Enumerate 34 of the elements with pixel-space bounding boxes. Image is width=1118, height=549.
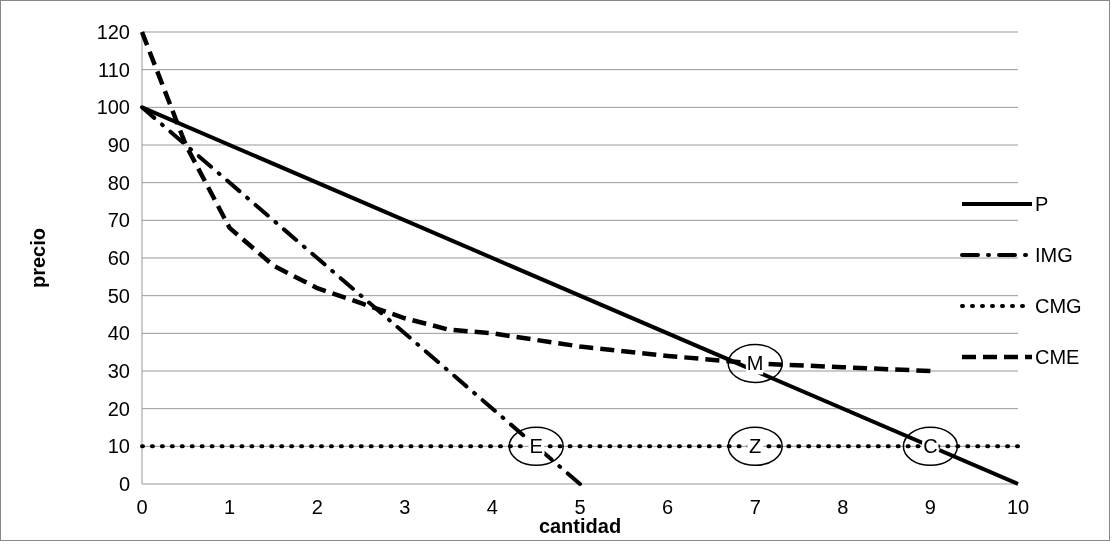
y-tick-label: 50	[107, 284, 130, 307]
y-tick-label: 90	[107, 134, 130, 156]
legend-label: CMG	[1035, 295, 1082, 317]
annotation: E	[529, 435, 543, 458]
y-tick-label: 30	[107, 360, 130, 382]
y-tick-label: 80	[107, 171, 130, 194]
annotation: C	[923, 435, 938, 458]
legend-label: CME	[1035, 346, 1080, 368]
x-axis-title: cantidad	[538, 515, 622, 537]
y-tick-label: 100	[96, 96, 130, 119]
y-tick-label: 10	[107, 435, 130, 458]
y-axis-title: precio	[27, 227, 49, 289]
y-tick-label: 40	[107, 322, 130, 345]
annotation: M	[746, 352, 764, 375]
x-tick-label: 8	[837, 496, 849, 518]
x-tick-label: 1	[224, 496, 236, 518]
legend-label: P	[1035, 193, 1049, 215]
y-tick-label: 20	[107, 397, 130, 420]
x-tick-label: 4	[486, 496, 498, 518]
x-tick-label: 10	[1006, 496, 1030, 518]
x-tick-label: 6	[662, 496, 674, 518]
x-tick-label: 9	[924, 496, 936, 518]
x-tick-label: 0	[136, 496, 148, 518]
x-tick-label: 2	[311, 496, 323, 518]
legend-label: IMG	[1035, 244, 1073, 266]
x-tick-label: 7	[749, 496, 761, 518]
x-tick-label: 5	[574, 496, 586, 518]
y-tick-label: 70	[107, 209, 130, 232]
x-tick-label: 3	[399, 496, 411, 518]
y-tick-label: 120	[96, 21, 130, 43]
annotation: Z	[749, 435, 762, 458]
y-tick-label: 110	[98, 58, 130, 81]
y-tick-label: 0	[118, 473, 130, 495]
y-tick-label: 60	[107, 247, 130, 269]
